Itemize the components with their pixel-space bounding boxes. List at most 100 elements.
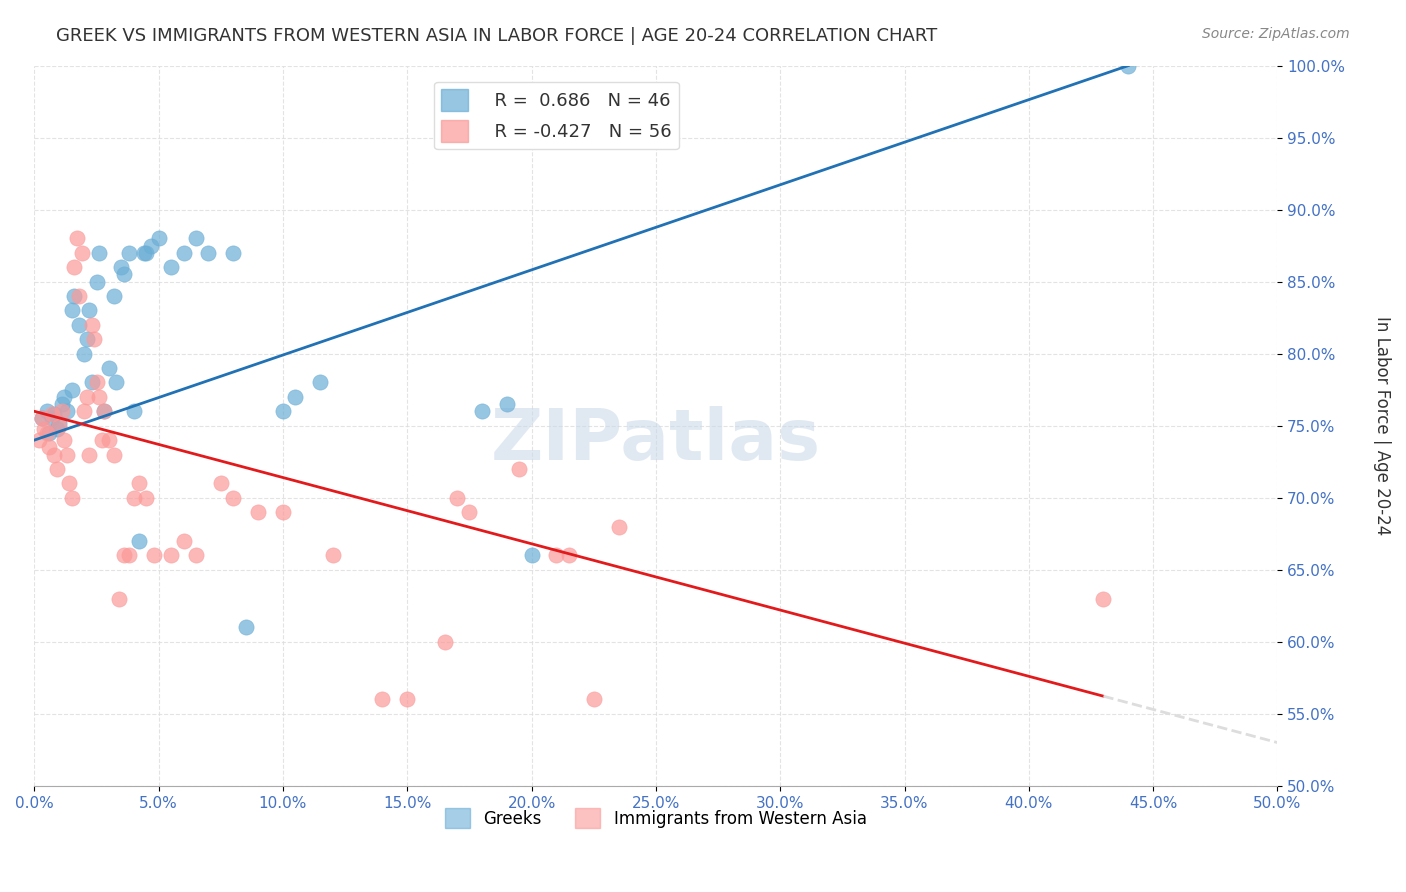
Point — [128, 476, 150, 491]
Point — [44, 448, 66, 462]
Point — [90, 433, 112, 447]
Point — [118, 245, 141, 260]
Point — [87, 245, 110, 260]
Point — [38, 440, 60, 454]
Point — [148, 231, 170, 245]
Point — [235, 620, 257, 634]
Point — [35, 404, 58, 418]
Point — [247, 505, 270, 519]
Point — [63, 260, 86, 275]
Point — [284, 390, 307, 404]
Point — [173, 245, 195, 260]
Point — [80, 376, 103, 390]
Legend: Greeks, Immigrants from Western Asia: Greeks, Immigrants from Western Asia — [439, 801, 873, 835]
Point — [209, 476, 232, 491]
Point — [135, 245, 157, 260]
Point — [45, 421, 67, 435]
Point — [76, 390, 98, 404]
Point — [41, 411, 63, 425]
Point — [471, 404, 494, 418]
Point — [44, 407, 66, 421]
Point — [87, 390, 110, 404]
Point — [371, 692, 394, 706]
Point — [80, 318, 103, 332]
Point — [142, 549, 165, 563]
Point — [197, 245, 219, 260]
Point — [546, 549, 568, 563]
Point — [93, 404, 115, 418]
Point — [446, 491, 468, 505]
Point — [93, 404, 115, 418]
Point — [103, 289, 125, 303]
Point — [508, 462, 530, 476]
Point — [135, 491, 157, 505]
Point — [58, 476, 80, 491]
Point — [744, 822, 766, 836]
Point — [458, 505, 481, 519]
Point — [60, 303, 83, 318]
Point — [607, 519, 630, 533]
Point — [48, 418, 70, 433]
Y-axis label: In Labor Force | Age 20-24: In Labor Force | Age 20-24 — [1374, 316, 1391, 535]
Point — [582, 692, 605, 706]
Point — [558, 549, 581, 563]
Point — [222, 245, 245, 260]
Point — [495, 397, 517, 411]
Text: Source: ZipAtlas.com: Source: ZipAtlas.com — [1202, 27, 1350, 41]
Point — [112, 549, 135, 563]
Point — [51, 404, 73, 418]
Point — [160, 549, 183, 563]
Point — [108, 591, 131, 606]
Point — [86, 275, 108, 289]
Point — [222, 491, 245, 505]
Point — [105, 376, 128, 390]
Point — [66, 231, 89, 245]
Point — [97, 433, 120, 447]
Point — [271, 404, 294, 418]
Point — [34, 421, 56, 435]
Point — [271, 505, 294, 519]
Point — [103, 448, 125, 462]
Point — [76, 332, 98, 346]
Point — [1118, 59, 1140, 73]
Point — [128, 533, 150, 548]
Point — [48, 416, 70, 430]
Point — [77, 448, 100, 462]
Point — [396, 692, 419, 706]
Point — [51, 397, 73, 411]
Point — [60, 383, 83, 397]
Point — [322, 549, 344, 563]
Point — [55, 404, 77, 418]
Point — [112, 268, 135, 282]
Point — [31, 411, 53, 425]
Point — [141, 238, 163, 252]
Point — [60, 491, 83, 505]
Point — [122, 491, 145, 505]
Point — [309, 376, 332, 390]
Point — [122, 404, 145, 418]
Point — [70, 245, 93, 260]
Text: GREEK VS IMMIGRANTS FROM WESTERN ASIA IN LABOR FORCE | AGE 20-24 CORRELATION CHA: GREEK VS IMMIGRANTS FROM WESTERN ASIA IN… — [56, 27, 938, 45]
Point — [53, 433, 76, 447]
Point — [1092, 591, 1115, 606]
Point — [97, 361, 120, 376]
Point — [184, 549, 207, 563]
Point — [520, 549, 543, 563]
Point — [31, 411, 53, 425]
Point — [118, 549, 141, 563]
Point — [132, 245, 155, 260]
Point — [73, 346, 96, 360]
Point — [63, 289, 86, 303]
Text: ZIPatlas: ZIPatlas — [491, 406, 821, 475]
Point — [35, 425, 58, 440]
Point — [55, 448, 77, 462]
Point — [67, 318, 90, 332]
Point — [73, 404, 96, 418]
Point — [433, 634, 456, 648]
Point — [83, 332, 105, 346]
Point — [67, 289, 90, 303]
Point — [45, 462, 67, 476]
Point — [38, 425, 60, 440]
Point — [110, 260, 132, 275]
Point — [173, 533, 195, 548]
